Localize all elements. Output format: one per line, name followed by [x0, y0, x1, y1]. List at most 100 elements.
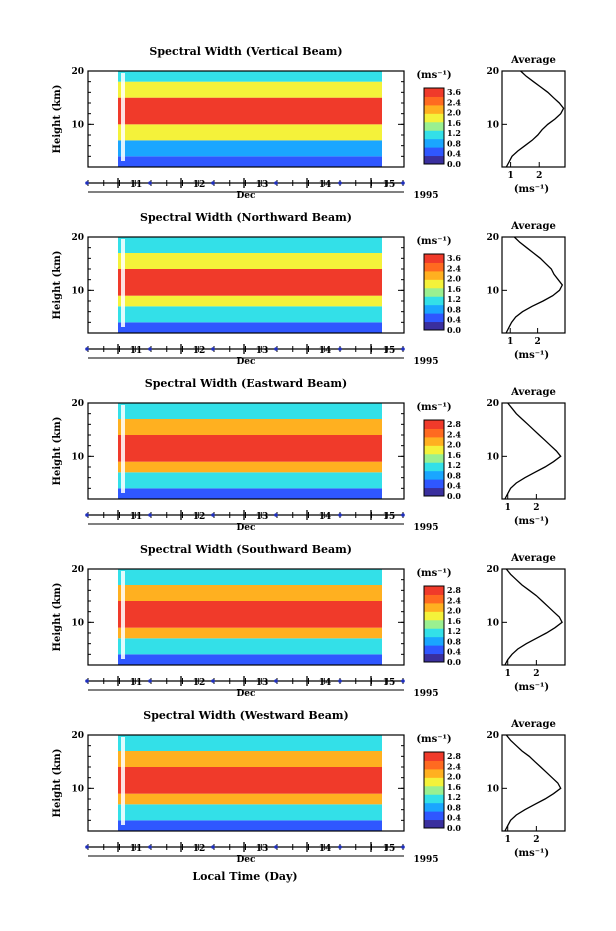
- colorbar-tick-label: 0.8: [447, 138, 461, 148]
- time-marker: [148, 347, 152, 351]
- colorbar-swatch: [424, 321, 444, 331]
- average-x-axis-label: (ms⁻¹): [514, 350, 549, 361]
- y-axis-label: Height (km): [52, 85, 63, 154]
- time-marker: [85, 845, 89, 849]
- average-x-tick-label: 1: [505, 835, 511, 845]
- colorbar-tick-label: 0.4: [447, 647, 461, 657]
- colorbar-tick-label: 0.0: [447, 325, 461, 335]
- y-tick-label: 20: [71, 233, 84, 243]
- colorbar-frame: [423, 419, 445, 497]
- heatmap: [118, 403, 382, 499]
- panel-3: Spectral Width (Southward Beam) 20 10 Heigh…: [52, 543, 566, 699]
- time-marker: [401, 513, 405, 517]
- day-tick-label: 13: [256, 346, 269, 356]
- time-marker: [148, 845, 152, 849]
- colorbar-swatch: [424, 636, 444, 646]
- year-label: 1995: [413, 523, 438, 533]
- colorbar-tick-label: 0.8: [447, 470, 461, 480]
- time-marker: [85, 347, 89, 351]
- colorbar-swatch: [424, 279, 444, 289]
- day-tick-label: 13: [256, 844, 269, 854]
- time-marker: [85, 181, 89, 185]
- average-y-tick-label: 10: [486, 452, 499, 462]
- colorbar-tick-label: 1.2: [447, 294, 461, 304]
- day-tick-label: 11: [130, 346, 143, 356]
- colorbar-swatch: [424, 760, 444, 770]
- average-x-tick-label: 1: [505, 669, 511, 679]
- colorbar-tick-label: 0.8: [447, 802, 461, 812]
- colorbar-swatch: [424, 96, 444, 106]
- colorbar-unit: (ms⁻¹): [416, 70, 451, 81]
- data-gap: [121, 571, 125, 659]
- average-y-tick-label: 20: [486, 565, 499, 575]
- panel-title: Spectral Width (Northward Beam): [140, 211, 352, 224]
- colorbar-swatch: [424, 470, 444, 480]
- panel-4: Spectral Width (Westward Beam) 20 10 Height…: [52, 709, 566, 865]
- x-axis-label: Dec: [236, 855, 256, 865]
- x-axis-label: Dec: [236, 357, 256, 367]
- average-x-tick-label: 2: [536, 171, 542, 181]
- average-x-tick-label: 1: [507, 337, 513, 347]
- average-x-tick-label: 2: [534, 337, 540, 347]
- colorbar-swatch: [424, 121, 444, 131]
- colorbar-tick-label: 2.0: [447, 440, 461, 450]
- year-label: 1995: [413, 357, 438, 367]
- day-tick-label: 14: [319, 512, 332, 522]
- day-tick-label: 14: [319, 180, 332, 190]
- colorbar-tick-label: 2.4: [447, 97, 461, 107]
- colorbar-swatch: [424, 104, 444, 114]
- colorbar-swatch: [424, 785, 444, 795]
- average-y-tick-label: 20: [486, 731, 499, 741]
- heatmap-frame: [87, 70, 405, 168]
- colorbar-swatch: [424, 304, 444, 314]
- heatmap-frame: [87, 568, 405, 666]
- average-title: Average: [510, 553, 556, 564]
- colorbar-tick-label: 2.0: [447, 274, 461, 284]
- colorbar-swatch: [424, 777, 444, 787]
- average-title: Average: [510, 221, 556, 232]
- colorbar-frame: [423, 87, 445, 165]
- colorbar-swatch: [424, 313, 444, 323]
- heatmap: [118, 569, 382, 665]
- time-marker: [148, 513, 152, 517]
- colorbar-swatch: [424, 645, 444, 655]
- time-marker: [274, 513, 278, 517]
- day-tick-label: 12: [193, 346, 206, 356]
- average-profile-line: [505, 70, 565, 168]
- heatmap-frame: [87, 734, 405, 832]
- time-marker: [338, 679, 342, 683]
- colorbar-tick-label: 2.4: [447, 761, 461, 771]
- average-x-axis-label: (ms⁻¹): [514, 516, 549, 527]
- day-tick-label: 15: [383, 512, 396, 522]
- colorbar-swatch: [424, 594, 444, 604]
- heatmap-texture: [118, 569, 382, 665]
- x-axis-label: Dec: [236, 523, 256, 533]
- colorbar-tick-label: 0.8: [447, 636, 461, 646]
- average-y-tick-label: 10: [486, 784, 499, 794]
- colorbar-tick-label: 3.6: [447, 253, 461, 263]
- colorbar-swatch: [424, 147, 444, 157]
- y-tick-label: 20: [71, 731, 84, 741]
- average-frame: [501, 402, 566, 500]
- colorbar-swatch: [424, 462, 444, 472]
- day-tick-label: 11: [130, 844, 143, 854]
- day-tick-label: 11: [130, 678, 143, 688]
- average-y-tick-label: 10: [486, 286, 499, 296]
- day-tick-label: 14: [319, 678, 332, 688]
- colorbar-tick-label: 3.6: [447, 87, 461, 97]
- colorbar-tick-label: 0.0: [447, 491, 461, 501]
- colorbar-frame: [423, 751, 445, 829]
- y-tick-label: 20: [71, 399, 84, 409]
- day-tick-label: 13: [256, 180, 269, 190]
- heatmap: [118, 735, 382, 831]
- panel-title: Spectral Width (Southward Beam): [140, 543, 352, 556]
- colorbar-tick-label: 0.4: [447, 149, 461, 159]
- average-profile-line: [504, 568, 563, 666]
- colorbar-tick-label: 1.6: [447, 782, 461, 792]
- colorbar-swatch: [424, 296, 444, 306]
- panel-0: Spectral Width (Vertical Beam) 20 10 Height…: [52, 45, 566, 201]
- time-marker: [274, 845, 278, 849]
- colorbar-tick-label: 0.0: [447, 823, 461, 833]
- colorbar-unit: (ms⁻¹): [416, 734, 451, 745]
- heatmap-texture: [118, 735, 382, 831]
